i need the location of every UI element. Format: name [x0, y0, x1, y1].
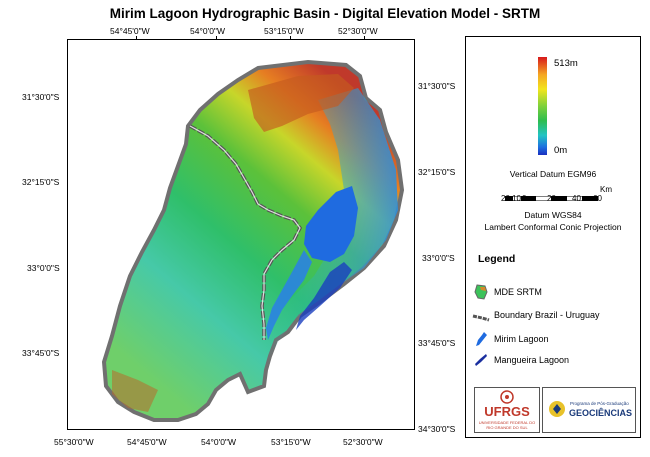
top-tick-label: 54°0'0"W — [190, 26, 225, 36]
mirim-lagoon-south — [266, 250, 312, 340]
projection-text: Lambert Conformal Conic Projection — [484, 222, 622, 232]
bottom-tick-label: 54°0'0"W — [201, 437, 236, 447]
ufrgs-logo[interactable]: UFRGS UNIVERSIDADE FEDERAL DO RIO GRANDE… — [474, 387, 540, 433]
right-tick-label: 34°30'0"S — [418, 424, 456, 434]
top-tick-label: 53°15'0"W — [264, 26, 304, 36]
right-tick-label: 33°0'0"S — [422, 253, 455, 263]
legend-label: Boundary Brazil - Uruguay — [494, 310, 600, 320]
scale-label: 60 — [593, 194, 602, 203]
left-tick-label: 33°0'0"S — [27, 263, 60, 273]
legend-label: Mirim Lagoon — [494, 334, 549, 344]
mirim-lagoon-icon — [474, 331, 488, 347]
top-tick-mark — [216, 36, 217, 40]
right-tick-label: 31°30'0"S — [418, 81, 456, 91]
mirim-lagoon — [304, 186, 358, 262]
top-tick-label: 54°45'0"W — [110, 26, 150, 36]
elevation-max-label: 513m — [554, 58, 578, 69]
vertical-datum-text: Vertical Datum EGM96 — [509, 169, 597, 179]
bottom-tick-label: 54°45'0"W — [127, 437, 167, 447]
right-tick-label: 33°45'0"S — [418, 338, 456, 348]
highland-area-south — [112, 370, 158, 412]
datum-text: Datum WGS84 — [524, 210, 582, 220]
left-tick-label: 32°15'0"S — [22, 177, 60, 187]
legend-label: Mangueira Lagoon — [494, 355, 570, 365]
elevation-map — [101, 59, 405, 422]
geociencias-program-text: Programa de Pós-Graduação — [570, 401, 629, 406]
ufrgs-logo-text: UFRGS — [484, 404, 530, 419]
bottom-tick-label: 55°30'0"W — [54, 437, 94, 447]
top-tick-label: 52°30'0"W — [338, 26, 378, 36]
left-tick-label: 33°45'0"S — [22, 348, 60, 358]
map-frame[interactable] — [67, 39, 415, 430]
bottom-tick-label: 52°30'0"W — [343, 437, 383, 447]
mangueira-lagoon-icon — [474, 353, 488, 367]
bottom-tick-label: 53°15'0"W — [271, 437, 311, 447]
ufrgs-logo-subtitle: UNIVERSIDADE FEDERAL DO RIO GRANDE DO SU… — [478, 420, 536, 430]
geociencias-emblem-icon — [549, 401, 565, 417]
scale-label: 20 — [501, 194, 510, 203]
right-tick-label: 32°15'0"S — [418, 167, 456, 177]
scale-bar — [504, 188, 599, 202]
boundary-line-icon — [472, 309, 490, 322]
colorbar-gradient — [538, 57, 547, 155]
scale-label: 40 — [572, 194, 581, 203]
top-tick-mark — [364, 36, 365, 40]
elevation-min-label: 0m — [554, 145, 568, 156]
scale-label: 10 — [512, 194, 521, 203]
highland-area — [248, 74, 354, 132]
legend-label: MDE SRTM — [494, 287, 542, 297]
scale-unit: Km — [600, 185, 612, 194]
legend-panel: 513m 0m Vertical Datum EGM96 Km 20 10 0 … — [465, 36, 641, 438]
basin-area — [101, 59, 405, 422]
top-tick-mark — [136, 36, 137, 40]
ufrgs-emblem-icon — [500, 390, 514, 404]
map-title: Mirim Lagoon Hydrographic Basin - Digita… — [109, 6, 541, 21]
legend-title: Legend — [478, 253, 516, 265]
scale-label: 0 — [522, 194, 527, 203]
top-tick-mark — [290, 36, 291, 40]
coastal-lowland — [264, 88, 398, 360]
dem-swatch-icon — [474, 284, 488, 300]
left-tick-label: 31°30'0"S — [22, 92, 60, 102]
geociencias-logo[interactable]: Programa de Pós-Graduação GEOCIÊNCIAS — [542, 387, 636, 433]
geociencias-logo-text: GEOCIÊNCIAS — [569, 408, 633, 418]
mangueira-lagoon — [296, 262, 352, 330]
elevation-colorbar — [538, 57, 547, 155]
scale-label: 20 — [547, 194, 556, 203]
